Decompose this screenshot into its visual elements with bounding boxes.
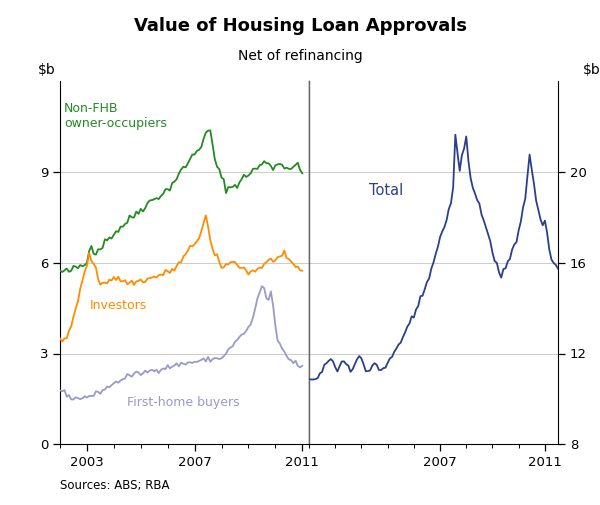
Text: First-home buyers: First-home buyers (127, 396, 240, 409)
Text: Total: Total (369, 183, 404, 198)
Text: $b: $b (38, 63, 55, 77)
Text: Non-FHB
owner-occupiers: Non-FHB owner-occupiers (64, 102, 167, 130)
Text: Net of refinancing: Net of refinancing (238, 49, 362, 63)
Text: Sources: ABS; RBA: Sources: ABS; RBA (60, 479, 170, 492)
Text: Investors: Investors (89, 299, 147, 312)
Text: Value of Housing Loan Approvals: Value of Housing Loan Approvals (133, 17, 467, 35)
Text: $b: $b (583, 63, 600, 77)
